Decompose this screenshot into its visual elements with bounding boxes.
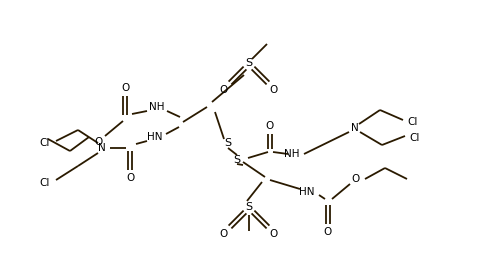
- Text: HN: HN: [147, 132, 163, 142]
- Text: O: O: [324, 227, 332, 237]
- Text: O: O: [94, 137, 102, 147]
- Text: O: O: [220, 229, 228, 239]
- Text: O: O: [126, 173, 134, 183]
- Text: S: S: [225, 138, 231, 148]
- Text: HN: HN: [299, 187, 315, 197]
- Text: O: O: [266, 121, 274, 131]
- Text: O: O: [270, 229, 278, 239]
- Text: S: S: [245, 202, 253, 212]
- Text: N: N: [351, 123, 359, 133]
- Text: O: O: [220, 85, 228, 95]
- Text: O: O: [352, 174, 360, 184]
- Text: O: O: [270, 85, 278, 95]
- Text: N: N: [98, 143, 106, 153]
- Text: Cl: Cl: [40, 138, 50, 148]
- Text: NH: NH: [284, 149, 300, 159]
- Text: O: O: [121, 83, 129, 93]
- Text: Cl: Cl: [410, 133, 420, 143]
- Text: S: S: [245, 58, 253, 68]
- Text: NH: NH: [149, 102, 165, 112]
- Text: S: S: [233, 155, 241, 165]
- Text: Cl: Cl: [408, 117, 418, 127]
- Text: Cl: Cl: [40, 178, 50, 188]
